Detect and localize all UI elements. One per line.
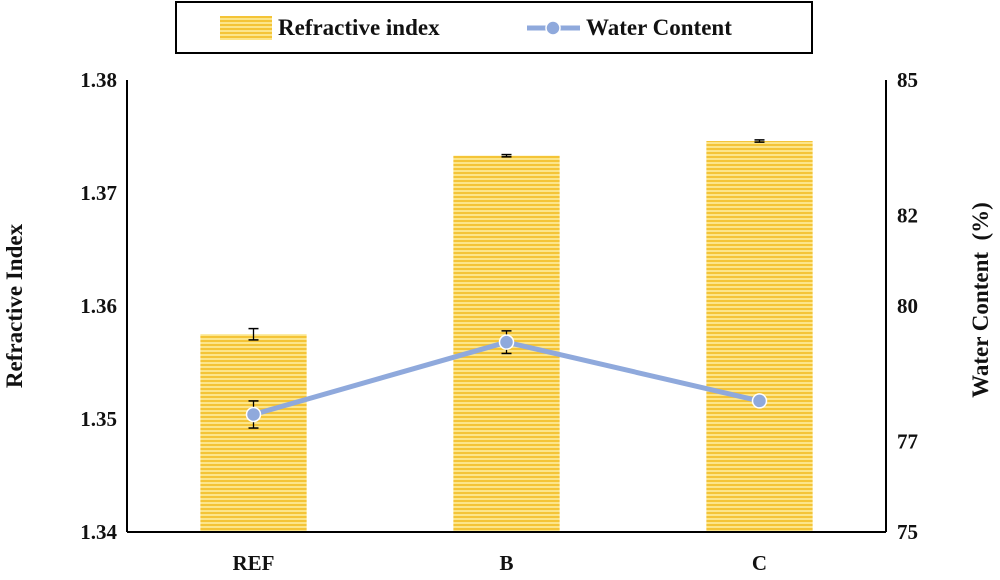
left-tick-label: 1.35 xyxy=(80,407,117,431)
x-tick-labels: REF B C xyxy=(233,551,768,575)
legend-swatch-refractive-index xyxy=(220,16,272,40)
bar-error-ref xyxy=(248,327,259,341)
legend-marker-water-content xyxy=(545,20,561,36)
bar-ref xyxy=(200,334,307,532)
y2-axis-title: Water Content (%) xyxy=(968,202,993,398)
right-tick-label: 82 xyxy=(897,204,918,228)
y-axis-title: Refractive Index xyxy=(2,223,27,388)
right-tick-label: 77 xyxy=(897,430,918,454)
legend: Refractive index Water Content xyxy=(175,1,813,54)
water-content-point-ref xyxy=(245,406,262,423)
bar-c xyxy=(706,141,813,532)
left-tick-label: 1.38 xyxy=(80,68,117,92)
x-tick-label-c: C xyxy=(752,551,767,575)
water-content-point-c xyxy=(751,393,768,409)
x-tick-label-b: B xyxy=(499,551,513,575)
right-tick-label: 80 xyxy=(897,294,918,318)
legend-label-refractive-index: Refractive index xyxy=(278,15,440,40)
bar-error-b xyxy=(501,153,512,158)
axes-layer xyxy=(126,80,887,533)
left-tick-label: 1.37 xyxy=(80,181,117,205)
left-tick-labels: 1.34 1.35 1.36 1.37 1.38 xyxy=(80,68,117,544)
right-tick-labels: 75 77 80 82 85 xyxy=(897,68,918,544)
left-tick-label: 1.36 xyxy=(80,294,117,318)
bar-error-c xyxy=(754,139,765,143)
left-tick-label: 1.34 xyxy=(80,520,117,544)
legend-box xyxy=(175,1,813,54)
water-content-point-b xyxy=(498,334,515,350)
x-tick-label-ref: REF xyxy=(233,551,275,575)
right-tick-label: 75 xyxy=(897,520,918,544)
line-layer xyxy=(245,330,768,429)
legend-label-water-content: Water Content xyxy=(586,15,732,40)
right-tick-label: 85 xyxy=(897,68,918,92)
